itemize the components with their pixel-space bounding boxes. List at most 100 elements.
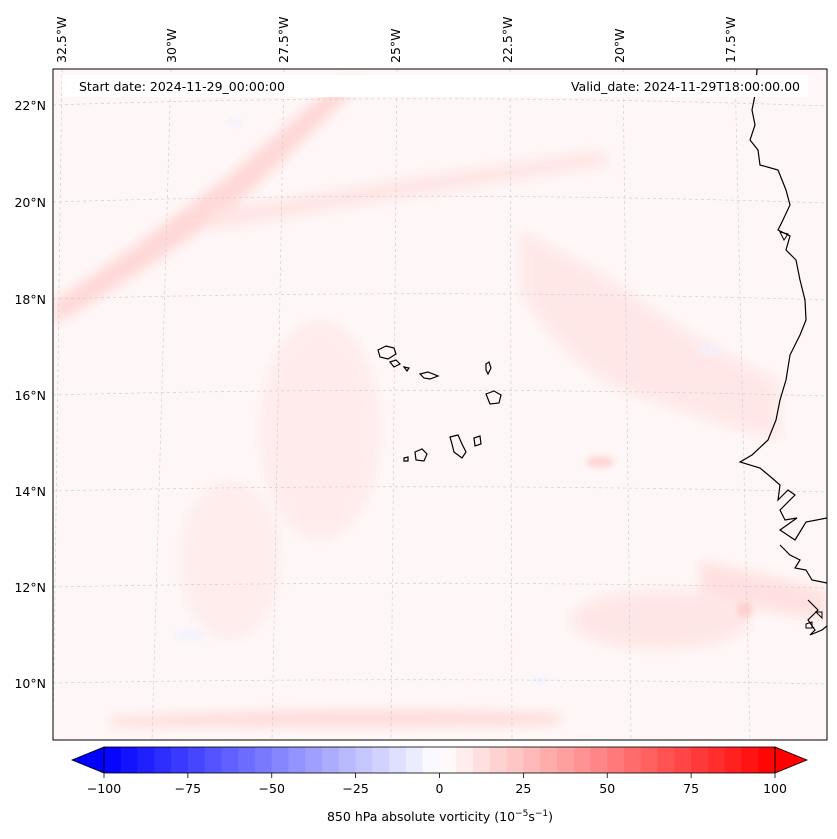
colorbar-cell xyxy=(104,747,122,773)
colorbar-cell xyxy=(422,747,440,773)
parallel-14n xyxy=(53,486,827,493)
colorbar-tick-label: −100 xyxy=(87,781,121,796)
latitude-labels: 22°N 20°N 18°N 16°N 14°N 12°N 10°N xyxy=(14,98,46,691)
african-coastline xyxy=(738,69,827,636)
colorbar-cell xyxy=(489,747,507,773)
island-sao-vicente xyxy=(388,359,402,368)
island-santa-luzia xyxy=(402,366,410,373)
island-sao-nicolau xyxy=(418,371,440,380)
start-date-label: Start date: 2024-11-29_00:00:00 xyxy=(79,79,285,94)
meridian-27-5w xyxy=(271,69,285,740)
colorbar-cell xyxy=(674,747,692,773)
lon-label: 22.5°W xyxy=(500,17,515,63)
island-santo-antao xyxy=(377,345,397,360)
lon-label: 17.5°W xyxy=(723,17,738,63)
colorbar-tick-label: −25 xyxy=(342,781,368,796)
meridian-32-5w xyxy=(53,69,63,740)
colorbar-cell xyxy=(506,747,524,773)
vorticity-band-northwest xyxy=(55,80,365,325)
longitude-labels: 32.5°W 30°W 27.5°W 25°W 22.5°W 20°W 17.5… xyxy=(54,17,738,63)
vorticity-band-south xyxy=(110,710,560,727)
colorbar-cell xyxy=(221,747,239,773)
lat-label: 22°N xyxy=(14,98,46,113)
island-sal xyxy=(485,361,492,376)
vorticity-max-patch xyxy=(586,456,614,468)
lon-label: 20°W xyxy=(612,28,627,63)
vorticity-max-patch xyxy=(737,602,753,618)
vorticity-field xyxy=(55,80,827,727)
island-boa-vista xyxy=(485,390,502,405)
colorbar: −100 −75 −50 −25 0 25 50 75 100 850 hPa absolute… xyxy=(70,746,809,824)
lat-label: 18°N xyxy=(14,292,46,307)
colorbar-cell xyxy=(405,747,424,773)
cape-verde-islands xyxy=(377,345,502,462)
colorbar-cell xyxy=(741,747,759,773)
lat-label: 20°N xyxy=(14,195,46,210)
island-maio xyxy=(473,435,482,447)
map-panel xyxy=(53,69,827,740)
colorbar-cell xyxy=(590,747,608,773)
valid-date-label: Valid_date: 2024-11-29T18:00:00.00 xyxy=(571,79,800,94)
colorbar-cell xyxy=(238,747,256,773)
colorbar-cell xyxy=(540,747,558,773)
island-brava xyxy=(403,456,409,462)
colorbar-cell xyxy=(758,747,776,773)
meridian-22-5w xyxy=(509,69,513,740)
vorticity-band-north xyxy=(210,150,610,230)
vorticity-patch-southwest xyxy=(180,480,280,640)
island-bijagos xyxy=(814,611,823,620)
colorbar-cell xyxy=(707,747,726,773)
colorbar-cell xyxy=(171,747,189,773)
vorticity-patch-east xyxy=(520,230,780,440)
colorbar-cell xyxy=(389,747,407,773)
colorbar-tick-label: −75 xyxy=(175,781,201,796)
meridian-20w xyxy=(622,69,632,740)
island-santiago xyxy=(449,434,467,459)
vorticity-negative-patch xyxy=(174,629,206,641)
lat-label: 16°N xyxy=(14,388,46,403)
colorbar-cell xyxy=(254,747,273,773)
vorticity-patch-southeast xyxy=(570,590,750,650)
graticule xyxy=(53,69,827,740)
lat-label: 14°N xyxy=(14,484,46,499)
map-frame xyxy=(52,68,828,741)
colorbar-cells xyxy=(104,747,776,773)
parallel-12n xyxy=(53,582,827,589)
colorbar-cell xyxy=(288,747,306,773)
vorticity-patch-center xyxy=(260,320,380,540)
vorticity-negative-patch xyxy=(227,118,243,126)
parallel-16n xyxy=(53,389,827,397)
colorbar-cell xyxy=(271,747,289,773)
vorticity-negative-patch xyxy=(698,344,722,356)
parallel-22n xyxy=(53,98,827,107)
colorbar-tick-label: 100 xyxy=(763,781,787,796)
colorbar-cell xyxy=(338,747,357,773)
colorbar-cell xyxy=(456,747,474,773)
colorbar-cell xyxy=(691,747,709,773)
parallel-18n xyxy=(53,293,827,301)
colorbar-tick-label: 0 xyxy=(436,781,444,796)
island-bijagos xyxy=(805,621,813,629)
colorbar-cell xyxy=(439,747,457,773)
colorbar-tick-label: 50 xyxy=(599,781,615,796)
parallel-20n xyxy=(53,195,827,204)
colorbar-cell xyxy=(473,747,491,773)
colorbar-cell xyxy=(640,747,658,773)
colorbar-cell xyxy=(657,747,675,773)
colorbar-cell xyxy=(523,747,541,773)
colorbar-cell xyxy=(355,747,373,773)
colorbar-tick-label: 25 xyxy=(515,781,531,796)
island-fogo xyxy=(414,448,428,462)
colorbar-cell xyxy=(187,747,206,773)
lon-label: 25°W xyxy=(388,28,403,63)
lon-label: 27.5°W xyxy=(276,17,291,63)
colorbar-cell xyxy=(624,747,642,773)
lon-label: 32.5°W xyxy=(54,17,69,63)
lat-label: 12°N xyxy=(14,580,46,595)
colorbar-cell xyxy=(724,747,742,773)
vorticity-patch-coast xyxy=(700,560,827,620)
colorbar-extend-high xyxy=(774,746,809,774)
colorbar-tick-label: 75 xyxy=(683,781,699,796)
colorbar-cell xyxy=(322,747,340,773)
